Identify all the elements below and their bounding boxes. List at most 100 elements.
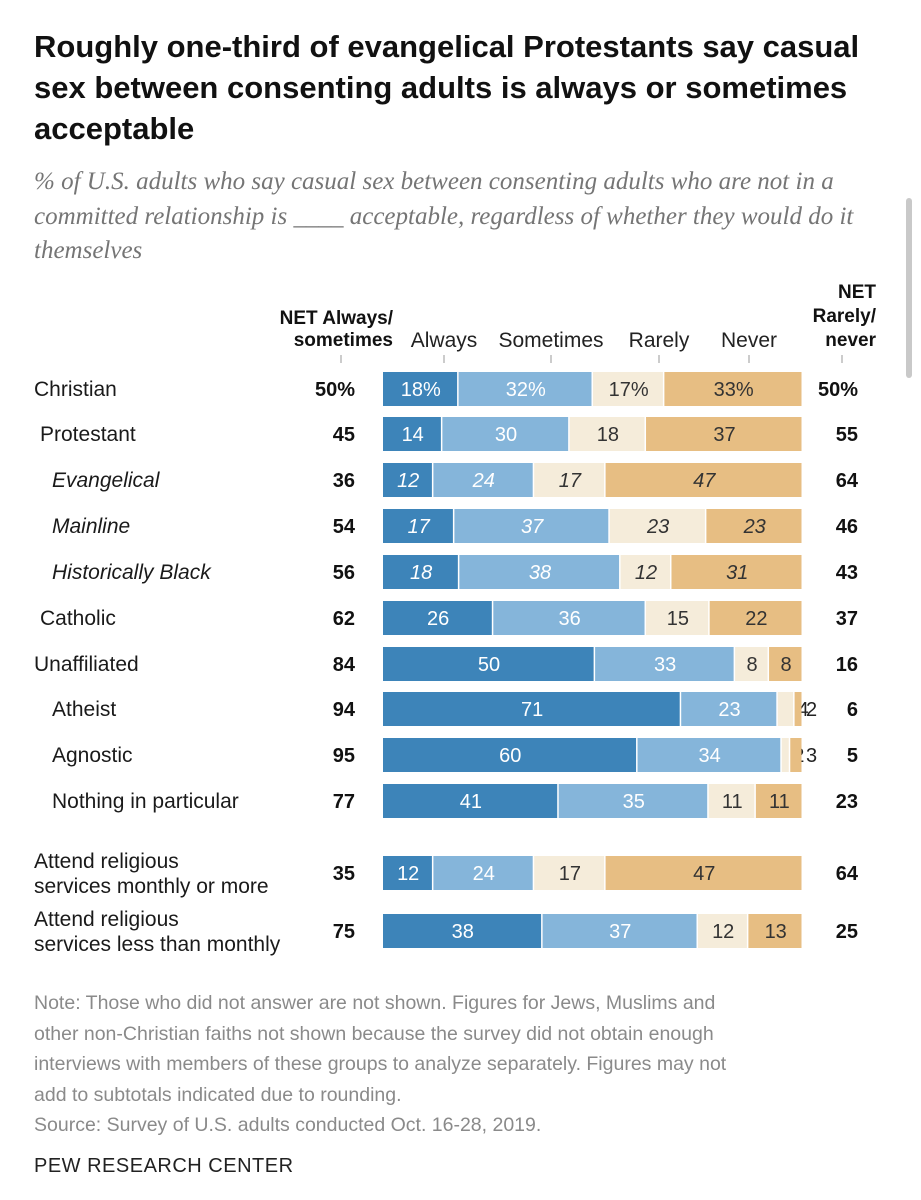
value-label-rarely-attend-religious-services-monthly-or-more: 17 — [559, 863, 581, 885]
net-right-protestant: 55 — [836, 424, 858, 446]
bar-rarely-protestant — [569, 417, 645, 451]
net-left-mainline: 54 — [333, 516, 356, 538]
bar-sometimes-evangelical — [433, 463, 533, 497]
net-right-attend-religious-services-less-than-monthly: 25 — [836, 921, 858, 943]
net-left-protestant: 45 — [333, 424, 355, 446]
net-right-christian: 50% — [818, 379, 858, 401]
value-label-always-mainline: 17 — [408, 516, 431, 538]
value-label-rarely-historically-black: 12 — [635, 562, 657, 584]
bar-always-attend-religious-services-monthly-or-more — [383, 856, 432, 890]
bar-never-agnostic — [790, 738, 802, 772]
bar-sometimes-catholic — [493, 601, 645, 635]
value-label-rarely-nothing-in-particular: 11 — [722, 791, 743, 813]
note-line: interviews with members of these groups … — [34, 1053, 727, 1075]
header-net-right-line2: Rarely/ — [813, 306, 877, 327]
header-rarely: Rarely — [629, 329, 690, 352]
bar-never-atheist — [794, 692, 802, 726]
value-label-sometimes-mainline: 37 — [521, 516, 544, 538]
value-label-rarely-attend-religious-services-less-than-monthly: 12 — [712, 921, 734, 943]
bar-always-historically-black — [383, 555, 458, 589]
value-label-never-attend-religious-services-less-than-monthly: 13 — [765, 921, 787, 943]
bar-always-attend-religious-services-less-than-monthly — [383, 914, 542, 948]
source-line: Source: Survey of U.S. adults conducted … — [34, 1114, 542, 1136]
net-right-attend-religious-services-monthly-or-more: 64 — [836, 863, 859, 885]
bar-sometimes-protestant — [442, 417, 569, 451]
net-right-historically-black: 43 — [836, 562, 858, 584]
bar-always-catholic — [383, 601, 492, 635]
bar-never-attend-religious-services-less-than-monthly — [748, 914, 802, 948]
value-label-rarely-unaffiliated: 8 — [747, 654, 758, 676]
row-label-christian: Christian — [34, 378, 117, 401]
bar-always-protestant — [383, 417, 441, 451]
value-label-always-nothing-in-particular: 41 — [460, 791, 482, 813]
value-label-never-nothing-in-particular: 11 — [769, 791, 790, 813]
value-label-rarely-mainline: 23 — [646, 516, 669, 538]
value-label-rarely-atheist: 4 — [798, 699, 809, 721]
net-left-unaffiliated: 84 — [333, 654, 356, 676]
brand-footer: PEW RESEARCH CENTER — [34, 1155, 294, 1177]
value-label-sometimes-unaffiliated: 33 — [654, 654, 676, 676]
row-label-nothing-in-particular: Nothing in particular — [52, 790, 239, 813]
bar-rarely-historically-black — [620, 555, 670, 589]
header-sometimes: Sometimes — [498, 329, 603, 352]
row-label-atheist: Atheist — [52, 698, 116, 721]
row-label-protestant: Protestant — [40, 423, 136, 446]
value-label-sometimes-historically-black: 38 — [529, 562, 551, 584]
net-left-nothing-in-particular: 77 — [333, 791, 355, 813]
bar-always-nothing-in-particular — [383, 784, 558, 818]
row-label-evangelical: Evangelical — [52, 469, 161, 492]
header-net-right-line3: never — [825, 330, 876, 351]
value-label-always-attend-religious-services-monthly-or-more: 12 — [397, 863, 419, 885]
bar-never-evangelical — [605, 463, 802, 497]
value-label-rarely-evangelical: 17 — [559, 470, 582, 492]
net-right-evangelical: 64 — [836, 470, 859, 492]
bar-always-evangelical — [383, 463, 432, 497]
net-right-atheist: 6 — [847, 699, 858, 721]
bar-rarely-christian — [593, 372, 663, 406]
bar-rarely-nothing-in-particular — [708, 784, 755, 818]
bar-always-atheist — [383, 692, 680, 726]
value-label-always-attend-religious-services-less-than-monthly: 38 — [452, 921, 474, 943]
value-label-never-agnostic: 3 — [806, 745, 817, 767]
value-label-never-unaffiliated: 8 — [780, 654, 791, 676]
value-label-never-atheist: 2 — [806, 699, 817, 721]
row-label-attend-religious-services-less-than-monthly-line1: Attend religious — [34, 908, 179, 931]
bar-rarely-evangelical — [534, 463, 605, 497]
bar-always-unaffiliated — [383, 647, 594, 681]
bar-never-christian — [664, 372, 802, 406]
bar-never-protestant — [646, 417, 802, 451]
bar-rarely-unaffiliated — [735, 647, 768, 681]
note-line: Note: Those who did not answer are not s… — [34, 992, 716, 1014]
value-label-never-mainline: 23 — [743, 516, 766, 538]
value-label-sometimes-protestant: 30 — [495, 424, 517, 446]
bar-always-christian — [383, 372, 458, 406]
bar-never-catholic — [709, 601, 802, 635]
net-right-unaffiliated: 16 — [836, 654, 858, 676]
bar-sometimes-mainline — [454, 509, 609, 543]
net-left-agnostic: 95 — [333, 745, 355, 767]
value-label-rarely-protestant: 18 — [597, 424, 619, 446]
net-left-attend-religious-services-monthly-or-more: 35 — [333, 863, 355, 885]
bar-sometimes-atheist — [681, 692, 777, 726]
value-label-sometimes-catholic: 36 — [559, 608, 581, 630]
bar-always-mainline — [383, 509, 453, 543]
net-left-christian: 50% — [315, 379, 355, 401]
scrollbar[interactable] — [906, 198, 912, 378]
net-left-atheist: 94 — [333, 699, 356, 721]
value-label-never-protestant: 37 — [713, 424, 735, 446]
bar-sometimes-nothing-in-particular — [558, 784, 708, 818]
header-net-left-line2: sometimes — [294, 330, 393, 351]
value-label-sometimes-attend-religious-services-less-than-monthly: 37 — [609, 921, 631, 943]
header-net-left-line1: NET Always/ — [280, 308, 394, 329]
header-never: Never — [721, 329, 777, 352]
net-right-nothing-in-particular: 23 — [836, 791, 858, 813]
value-label-always-unaffiliated: 50 — [478, 654, 500, 676]
chart-title: Roughly one-third of evangelical Protest… — [34, 29, 860, 146]
bar-never-mainline — [706, 509, 802, 543]
value-label-sometimes-agnostic: 34 — [699, 745, 721, 767]
bar-rarely-atheist — [777, 692, 794, 726]
row-label-historically-black: Historically Black — [52, 561, 212, 584]
header-always: Always — [411, 329, 478, 352]
bar-always-agnostic — [383, 738, 637, 772]
value-label-sometimes-nothing-in-particular: 35 — [623, 791, 645, 813]
